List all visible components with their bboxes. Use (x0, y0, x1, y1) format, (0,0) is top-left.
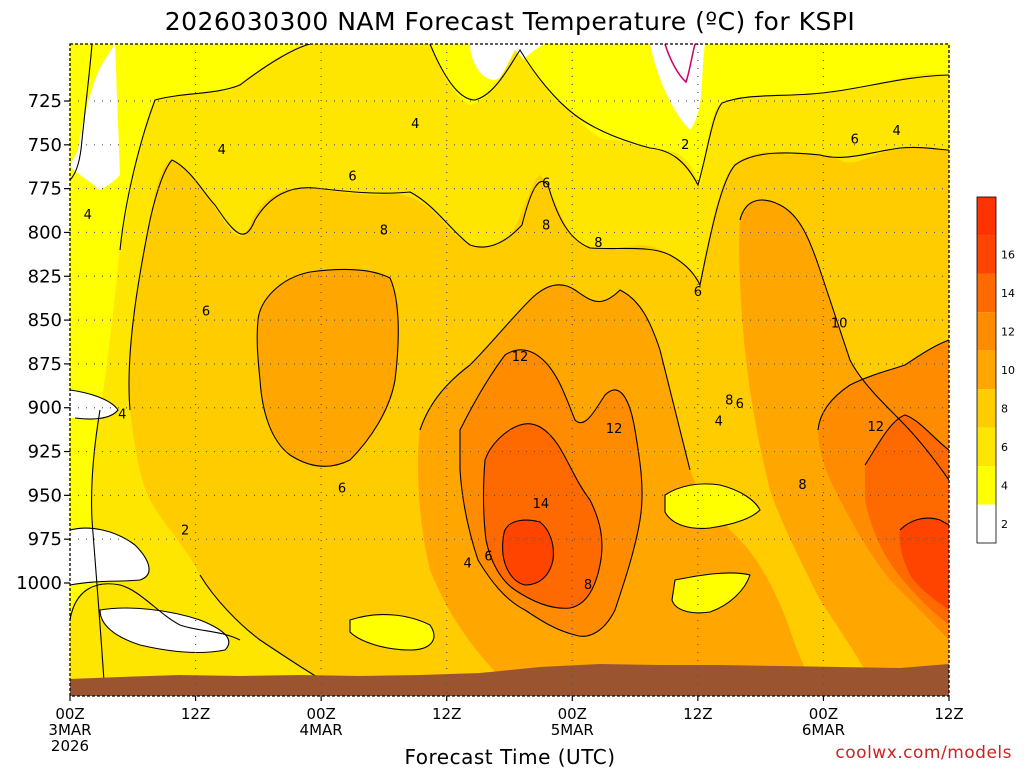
contour-label-11: 12 (512, 350, 529, 365)
contour-label-14: 6 (542, 176, 550, 191)
contour-label-17: 8 (584, 578, 592, 593)
contour-label-23: 8 (798, 478, 806, 493)
colorbar-swatch-4 (977, 350, 996, 390)
contour-label-4: 4 (218, 143, 226, 158)
contour-label-3: 6 (202, 304, 210, 319)
x-tick-label-60-0: 12Z (683, 705, 712, 723)
contour-label-24: 6 (851, 133, 859, 148)
contour-label-15: 8 (594, 236, 602, 251)
contour-label-2: 4 (118, 408, 126, 423)
chart-title: 2026030300 NAM Forecast Temperature (ºC)… (165, 7, 856, 36)
contour-label-5: 6 (348, 169, 356, 184)
contour-line-6-upper (128, 146, 949, 411)
contour-label-19: 6 (694, 285, 702, 300)
colorbar: 2 4 6 8 10 12 14 16 (976, 196, 1015, 544)
colorbar-label-2: 2 (1001, 518, 1008, 531)
contour-label-7: 6 (338, 481, 346, 496)
colorbar-label-4: 4 (1001, 479, 1008, 492)
y-tick-label-825: 825 (28, 266, 62, 287)
contour-label-26: 12 (867, 420, 884, 435)
y-tick-label-975: 975 (28, 529, 62, 550)
x-tick-label-0-1: 3MAR (48, 721, 91, 739)
colorbar-swatch-1 (977, 235, 996, 274)
y-tick-label-925: 925 (28, 442, 62, 463)
colorbar-label-6: 6 (1001, 441, 1008, 454)
colorbar-swatch-7 (977, 466, 996, 505)
contour-line-14 (502, 517, 949, 586)
contour-line-4-lower (70, 483, 761, 651)
contour-line-4-upper (119, 44, 949, 251)
x-tick-label-0-0: 00Z (55, 705, 84, 723)
freezing-line (664, 44, 696, 84)
y-tick-label-775: 775 (28, 179, 62, 200)
contour-lines (70, 44, 949, 696)
colorbar-frame (976, 196, 997, 544)
y-tick-label-850: 850 (28, 310, 62, 331)
contour-label-13: 8 (542, 218, 550, 233)
y-tick-label-750: 750 (28, 135, 62, 156)
y-tick-label-900: 900 (28, 398, 62, 419)
colorbar-swatch-3 (977, 312, 996, 351)
colorbar-swatch-0 (977, 197, 996, 236)
x-tick-label-0-2: 2026 (51, 737, 89, 755)
temp-band-overlay-cool-pockets (350, 483, 760, 650)
contour-line-4-left (70, 44, 93, 181)
contour-line-12 (483, 414, 949, 609)
contour-label-9: 4 (464, 557, 472, 572)
contour-label-27: 4 (893, 124, 901, 139)
contour-line-10 (459, 339, 949, 637)
contour-label-0: 4 (84, 208, 92, 223)
y-tick-label-1000: 1000 (16, 573, 62, 594)
y-tick-label-875: 875 (28, 354, 62, 375)
x-tick-label-24-0: 00Z (306, 705, 335, 723)
ground-surface (70, 664, 949, 696)
source-credit[interactable]: coolwx.com/models (835, 743, 1012, 763)
contour-label-10: 6 (484, 550, 492, 565)
colorbar-label-8: 8 (1001, 402, 1008, 415)
colorbar-swatch-2 (977, 273, 996, 313)
contour-label-21: 6 (736, 397, 744, 412)
x-tick-label-72-0: 00Z (809, 705, 838, 723)
colorbar-label-12: 12 (1001, 326, 1015, 339)
x-tick-label-12-0: 12Z (181, 705, 210, 723)
contour-label-20: 8 (725, 394, 733, 409)
contour-label-22: 4 (715, 415, 723, 430)
x-tick-label-84-0: 12Z (934, 705, 963, 723)
temp-band-14to16 (502, 518, 949, 610)
contour-line-8-b (419, 284, 691, 471)
colorbar-label-10: 10 (1001, 364, 1015, 377)
contour-label-6: 8 (380, 224, 388, 239)
colorbar-label-16: 16 (1001, 249, 1015, 262)
colorbar-swatch-5 (977, 389, 996, 428)
temp-band-12to14 (483, 415, 949, 625)
contour-line-8-c (739, 199, 949, 481)
y-tick-label-950: 950 (28, 485, 62, 506)
colorbar-swatch-6 (977, 427, 996, 467)
x-axis-label: Forecast Time (UTC) (404, 745, 615, 768)
x-tick-label-36-0: 12Z (432, 705, 461, 723)
contour-label-16: 12 (606, 422, 623, 437)
contour-label-25: 10 (831, 317, 848, 332)
x-tick-label-48-0: 00Z (558, 705, 587, 723)
contour-label-8: 4 (411, 117, 419, 132)
contour-label-12: 14 (533, 497, 550, 512)
contour-label-1: 2 (181, 523, 189, 538)
x-tick-label-24-1: 4MAR (300, 721, 343, 739)
contour-line-8-a (256, 268, 399, 467)
colorbar-swatch-8 (977, 504, 996, 543)
contour-label-18: 2 (681, 138, 689, 153)
colorbar-label-14: 14 (1001, 287, 1015, 300)
plot-frame (69, 43, 950, 697)
y-tick-label-725: 725 (28, 91, 62, 112)
temperature-field (70, 44, 949, 696)
x-tick-label-72-1: 6MAR (802, 721, 845, 739)
contour-line-2-lower (70, 389, 230, 653)
x-tick-label-48-1: 5MAR (551, 721, 594, 739)
y-tick-label-800: 800 (28, 222, 62, 243)
y-axis: 725 750 775 800 825 850 875 900 925 950 975 1000 (16, 91, 70, 594)
